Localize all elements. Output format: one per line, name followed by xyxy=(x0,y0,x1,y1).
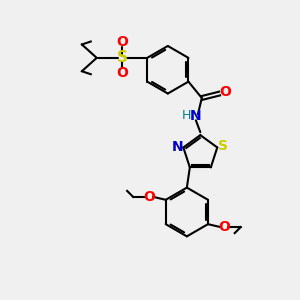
Text: O: O xyxy=(219,85,231,99)
Text: N: N xyxy=(172,140,184,154)
Text: H: H xyxy=(182,109,191,122)
Text: S: S xyxy=(218,139,228,153)
Text: O: O xyxy=(116,66,128,80)
Text: S: S xyxy=(116,50,128,65)
Text: O: O xyxy=(143,190,155,204)
Text: O: O xyxy=(116,35,128,50)
Text: O: O xyxy=(218,220,230,234)
Text: N: N xyxy=(190,109,202,123)
